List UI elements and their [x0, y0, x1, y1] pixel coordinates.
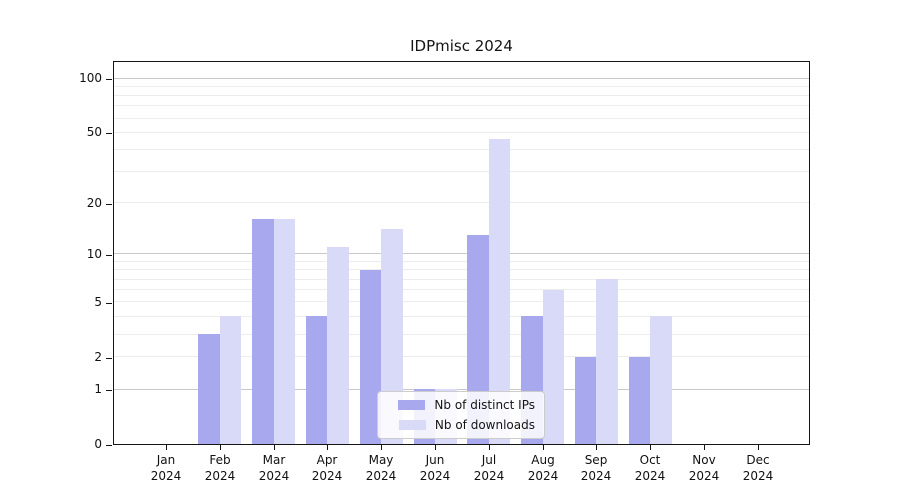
bar-downloads-Apr-2024 — [327, 246, 349, 444]
chart-title: IDPmisc 2024 — [410, 37, 513, 55]
x-tick-label: Oct 2024 — [634, 453, 666, 483]
bar-distinct-ips-Feb-2024 — [198, 334, 220, 444]
x-tick-label: Dec 2024 — [742, 453, 774, 483]
x-tick-label: Feb 2024 — [204, 453, 236, 483]
plot-area: Nb of distinct IPs Nb of downloads — [113, 61, 810, 445]
legend-label-downloads: Nb of downloads — [434, 418, 535, 432]
x-tick-label: Jan 2024 — [150, 453, 182, 483]
gridline-minor — [114, 261, 809, 262]
bar-downloads-May-2024 — [381, 229, 403, 444]
bar-distinct-ips-May-2024 — [359, 269, 382, 444]
x-tick-mark — [435, 445, 436, 450]
gridline-minor — [114, 301, 809, 302]
x-tick-label: Apr 2024 — [311, 453, 343, 483]
legend-item-downloads: Nb of downloads — [387, 418, 535, 432]
legend-item-distinct-ips: Nb of distinct IPs — [387, 398, 535, 412]
x-tick-label: Jun 2024 — [419, 453, 451, 483]
y-tick-mark — [106, 255, 112, 256]
x-tick-mark — [327, 445, 328, 450]
gridline-major — [114, 389, 809, 390]
gridline-major — [114, 78, 809, 79]
y-tick-mark — [106, 358, 112, 359]
x-tick-label: Jul 2024 — [473, 453, 505, 483]
legend-swatch-distinct-ips — [398, 400, 426, 410]
bar-distinct-ips-Sep-2024 — [574, 356, 597, 444]
bar-downloads-Mar-2024 — [273, 219, 296, 444]
y-tick-label: 100 — [79, 71, 102, 85]
x-tick-mark — [274, 445, 275, 450]
gridline-minor — [114, 356, 809, 357]
gridline-minor — [114, 118, 809, 119]
x-tick-label: Aug 2024 — [527, 453, 559, 483]
x-tick-mark — [220, 445, 221, 450]
y-tick-label: 50 — [86, 125, 102, 139]
x-tick-label: Nov 2024 — [688, 453, 720, 483]
x-tick-mark — [166, 445, 167, 450]
gridline-minor — [114, 269, 809, 270]
y-tick-label: 5 — [94, 295, 102, 309]
gridline-minor — [114, 105, 809, 106]
y-tick-label: 0 — [94, 437, 102, 451]
y-tick-mark — [106, 445, 112, 446]
bar-downloads-Sep-2024 — [596, 279, 618, 444]
bar-downloads-Aug-2024 — [542, 289, 565, 444]
gridline-minor — [114, 132, 809, 133]
legend-label-distinct-ips: Nb of distinct IPs — [434, 398, 535, 412]
y-tick-label: 10 — [86, 247, 102, 261]
y-tick-mark — [106, 390, 112, 391]
gridline-minor — [114, 149, 809, 150]
x-tick-mark — [758, 445, 759, 450]
gridline-minor — [114, 171, 809, 172]
bar-downloads-Jul-2024 — [488, 138, 511, 444]
bar-distinct-ips-Apr-2024 — [305, 316, 328, 444]
bar-distinct-ips-Mar-2024 — [252, 219, 274, 444]
gridline-minor — [114, 86, 809, 87]
bar-downloads-Oct-2024 — [650, 316, 672, 444]
legend-swatch-downloads — [398, 420, 426, 430]
gridline-minor — [114, 202, 809, 203]
legend: Nb of distinct IPs Nb of downloads — [377, 391, 545, 439]
gridline-minor — [114, 316, 809, 317]
x-tick-mark — [704, 445, 705, 450]
bar-downloads-Feb-2024 — [219, 316, 242, 444]
gridline-minor — [114, 95, 809, 96]
y-tick-mark — [106, 133, 112, 134]
x-tick-label: May 2024 — [365, 453, 397, 483]
x-tick-mark — [543, 445, 544, 450]
gridline-minor — [114, 334, 809, 335]
x-tick-mark — [596, 445, 597, 450]
y-tick-label: 20 — [86, 196, 102, 210]
y-tick-mark — [106, 79, 112, 80]
gridline-minor — [114, 289, 809, 290]
gridline-major — [114, 253, 809, 254]
x-tick-label: Mar 2024 — [258, 453, 290, 483]
bar-distinct-ips-Oct-2024 — [628, 356, 651, 444]
x-tick-label: Sep 2024 — [580, 453, 612, 483]
x-tick-mark — [650, 445, 651, 450]
y-tick-mark — [106, 303, 112, 304]
x-tick-mark — [381, 445, 382, 450]
y-tick-mark — [106, 204, 112, 205]
y-tick-label: 2 — [94, 350, 102, 364]
y-tick-label: 1 — [94, 382, 102, 396]
gridline-minor — [114, 279, 809, 280]
x-tick-mark — [489, 445, 490, 450]
